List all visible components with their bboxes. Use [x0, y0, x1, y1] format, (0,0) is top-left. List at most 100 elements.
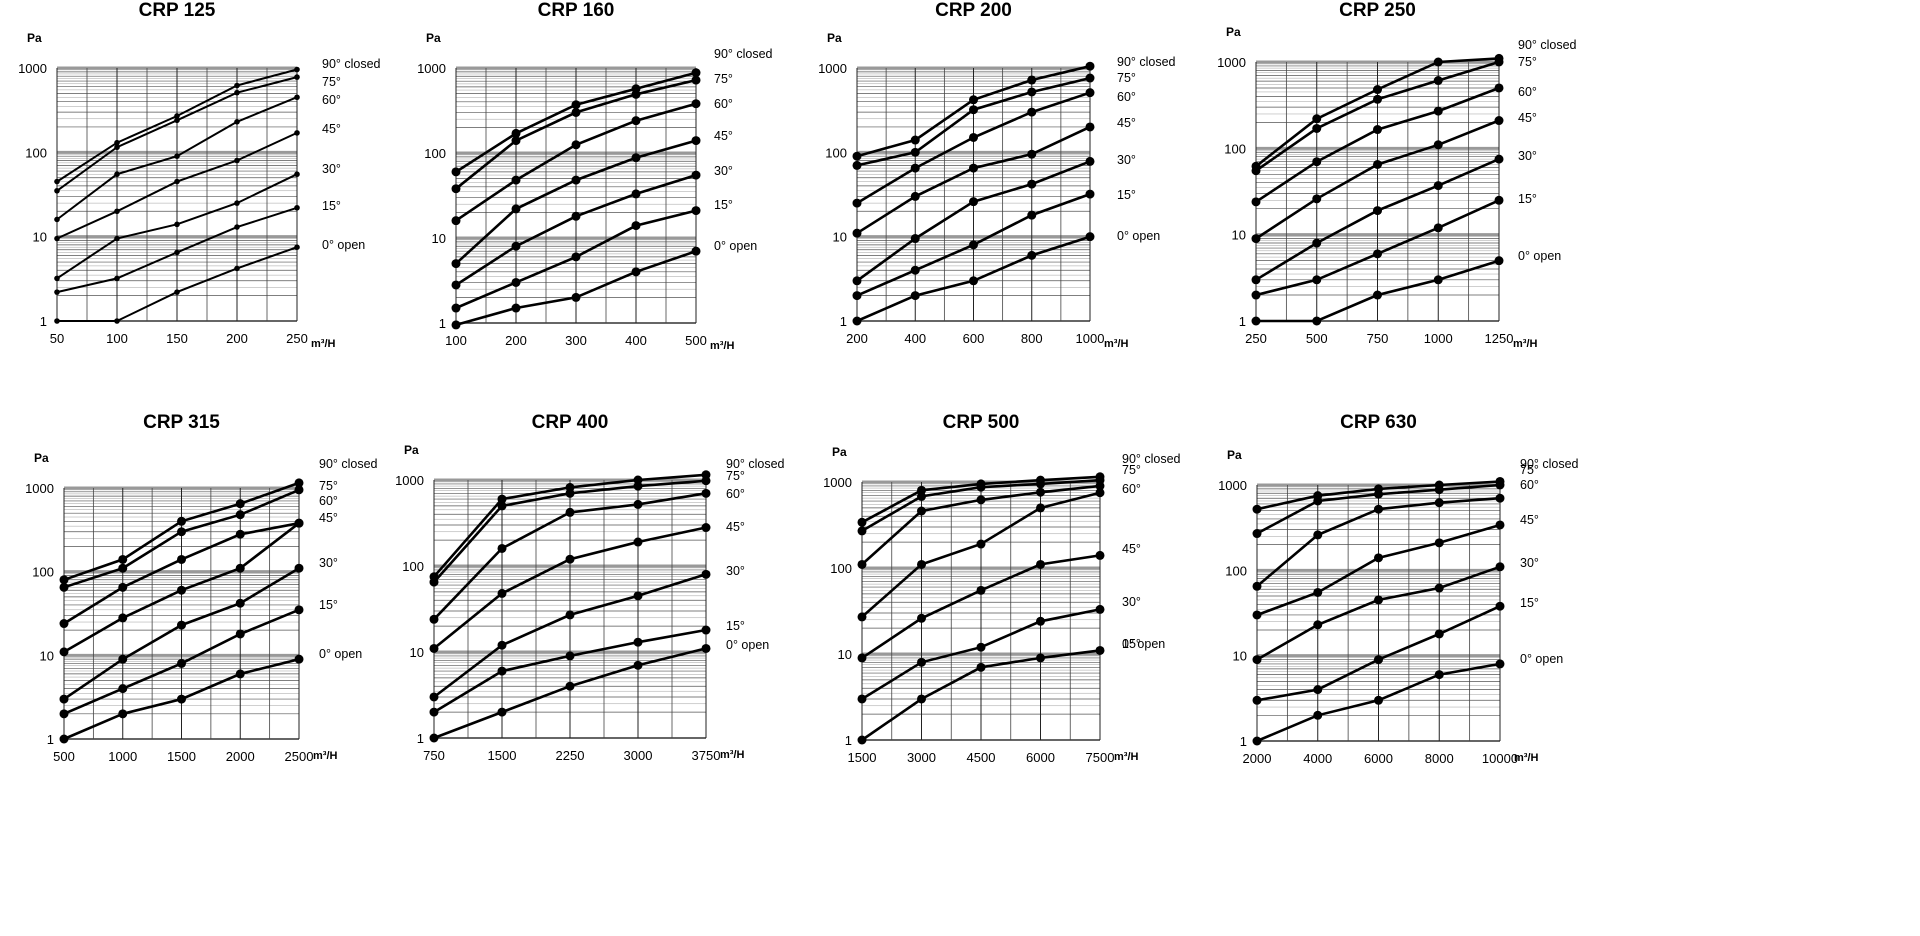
data-point: [497, 501, 507, 511]
x-tick-label: 1000: [1076, 331, 1105, 346]
data-point: [234, 224, 240, 230]
series-label: 60°: [1518, 85, 1537, 99]
data-point: [852, 291, 862, 301]
chart-title: CRP 200: [935, 0, 1012, 21]
series-label: 45°: [1518, 111, 1537, 125]
data-point: [1095, 645, 1105, 655]
series-label: 60°: [1122, 482, 1141, 496]
chart-title: CRP 400: [531, 412, 609, 433]
series: [1251, 83, 1504, 207]
data-point: [1374, 553, 1383, 563]
data-point: [1434, 480, 1444, 490]
data-point: [59, 709, 69, 719]
y-tick-label: 1: [417, 731, 424, 746]
series-label: 75°: [1518, 55, 1537, 69]
grid: [1256, 483, 1501, 742]
data-point: [852, 316, 862, 326]
series: [451, 206, 701, 313]
series-line: [433, 628, 707, 714]
x-tick-label: 250: [286, 331, 308, 346]
data-point: [910, 234, 920, 244]
data-point: [451, 167, 461, 177]
data-point: [1433, 57, 1443, 67]
x-tick-label: 250: [1245, 331, 1267, 346]
series-label: 90° closed: [322, 57, 381, 71]
data-point: [633, 481, 643, 491]
series-line: [57, 246, 298, 322]
x-tick-label: 400: [904, 331, 926, 346]
data-point: [54, 318, 60, 324]
series: [451, 246, 701, 330]
y-tick-label: 100: [402, 559, 424, 574]
data-point: [976, 662, 986, 672]
data-point: [235, 669, 245, 679]
series: [59, 478, 304, 585]
data-point: [177, 516, 186, 526]
data-point: [910, 291, 920, 301]
series-label: 75°: [319, 479, 338, 493]
data-point: [1027, 179, 1037, 189]
data-point: [1495, 562, 1505, 572]
x-axis-label: m³/H: [1514, 752, 1539, 764]
y-tick-label: 1: [845, 733, 852, 748]
series-label: 30°: [714, 164, 733, 178]
series-line: [1255, 119, 1500, 240]
series-line: [433, 647, 707, 740]
x-tick-label: 3000: [624, 748, 653, 763]
data-point: [114, 318, 120, 324]
series-line: [455, 173, 697, 287]
data-point: [969, 197, 978, 207]
series: [54, 130, 300, 242]
data-point: [691, 136, 701, 146]
series-line: [1256, 565, 1501, 661]
series: [59, 485, 304, 592]
data-point: [1251, 161, 1261, 171]
data-point: [1036, 653, 1045, 663]
data-point: [1373, 85, 1382, 95]
x-tick-label: 500: [1306, 331, 1328, 346]
x-tick-label: 1500: [167, 749, 196, 764]
series-label: 15°: [319, 598, 338, 612]
data-point: [294, 171, 300, 178]
data-point: [857, 526, 867, 536]
series: [451, 75, 701, 194]
data-point: [917, 559, 926, 569]
data-point: [565, 651, 575, 661]
data-point: [1085, 122, 1095, 132]
data-point: [1495, 493, 1505, 503]
data-point: [1036, 487, 1045, 497]
x-tick-label: 600: [963, 331, 985, 346]
x-tick-label: 800: [1021, 331, 1043, 346]
y-tick-label: 100: [32, 565, 54, 580]
y-tick-label: 1: [1240, 734, 1247, 749]
series-label: 45°: [714, 129, 733, 143]
data-point: [633, 591, 643, 601]
data-point: [691, 246, 701, 256]
data-point: [969, 105, 978, 115]
x-tick-label: 500: [685, 333, 707, 348]
data-point: [54, 178, 60, 185]
data-point: [910, 135, 920, 145]
data-point: [235, 563, 245, 573]
series-label: 75°: [1520, 463, 1539, 477]
data-point: [917, 491, 926, 501]
series: [1251, 154, 1504, 285]
series: [429, 470, 711, 582]
data-point: [565, 681, 575, 691]
series: [59, 654, 304, 744]
series-line: [1256, 605, 1501, 702]
series: [59, 563, 304, 704]
data-point: [59, 582, 69, 592]
data-point: [235, 499, 245, 509]
data-point: [1312, 157, 1322, 167]
series: [54, 171, 300, 282]
series-label: 45°: [1117, 116, 1136, 130]
data-point: [1374, 695, 1383, 705]
data-point: [1374, 655, 1383, 665]
data-point: [54, 235, 60, 242]
data-point: [497, 588, 507, 598]
series-line: [861, 491, 1101, 618]
x-axis-label: m³/H: [710, 340, 735, 352]
data-point: [451, 320, 461, 330]
